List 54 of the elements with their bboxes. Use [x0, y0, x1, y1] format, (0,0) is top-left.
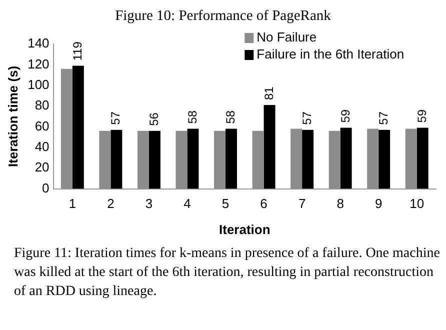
- bar: [340, 128, 352, 189]
- bar: [214, 130, 226, 189]
- y-tick-label: 20: [34, 160, 50, 175]
- bar: [252, 130, 264, 189]
- bar: [187, 128, 199, 189]
- bar: [367, 128, 379, 189]
- bar: [302, 130, 314, 189]
- data-label: 58: [224, 110, 238, 124]
- chart-title: Figure 10: Performance of PageRank: [114, 8, 332, 26]
- legend-label: Failure in the 6th Iteration: [256, 46, 404, 62]
- x-tick-label: 9: [374, 196, 382, 212]
- data-label: 57: [300, 111, 314, 125]
- caption: Figure 11: Iteration times for k-means in presence of a failure. One machine was killed at the start of the 6th iteration, resulting in partial reconstruction of an RDD using lineage.: [14, 245, 440, 301]
- y-tick-label: 80: [34, 98, 50, 113]
- data-label: 81: [262, 86, 276, 100]
- x-tick-label: 8: [336, 196, 344, 212]
- bar: [226, 128, 237, 189]
- x-tick-label: 6: [260, 196, 268, 212]
- data-label: 58: [185, 110, 200, 124]
- bar: [378, 130, 390, 189]
- x-tick-label: 10: [410, 196, 424, 212]
- y-tick-label: 60: [34, 118, 50, 134]
- bar: [176, 130, 188, 189]
- x-tick-label: 4: [184, 196, 191, 212]
- y-axis-title: Iteration time (s): [5, 66, 20, 167]
- bar: [328, 130, 340, 189]
- data-label: 56: [147, 112, 162, 126]
- x-tick-label: 1: [68, 196, 76, 212]
- y-tick-label: 140: [28, 36, 50, 51]
- bar: [148, 130, 160, 189]
- bar: [60, 68, 72, 189]
- y-tick-label: 0: [42, 180, 50, 196]
- x-tick-label: 2: [107, 196, 114, 212]
- x-tick-label: 7: [298, 196, 306, 212]
- data-label: 59: [338, 109, 352, 123]
- bar: [72, 66, 84, 189]
- y-tick-label: 40: [34, 139, 50, 154]
- data-label: 57: [376, 111, 391, 125]
- x-tick-label: 3: [145, 196, 153, 212]
- bar: [264, 105, 276, 189]
- x-axis-title: Iteration: [218, 222, 270, 237]
- bar: [290, 128, 302, 189]
- bar: [416, 128, 428, 189]
- legend-label: No Failure: [256, 30, 317, 45]
- y-tick-label: 100: [28, 76, 50, 92]
- bar: [99, 130, 111, 189]
- data-label: 57: [108, 111, 123, 125]
- bar: [405, 128, 417, 189]
- data-label: 59: [414, 109, 429, 123]
- y-tick-label: 120: [28, 56, 50, 72]
- bar: [110, 130, 122, 189]
- bar: [137, 130, 149, 189]
- x-tick-label: 5: [222, 196, 230, 212]
- data-label: 119: [70, 41, 84, 61]
